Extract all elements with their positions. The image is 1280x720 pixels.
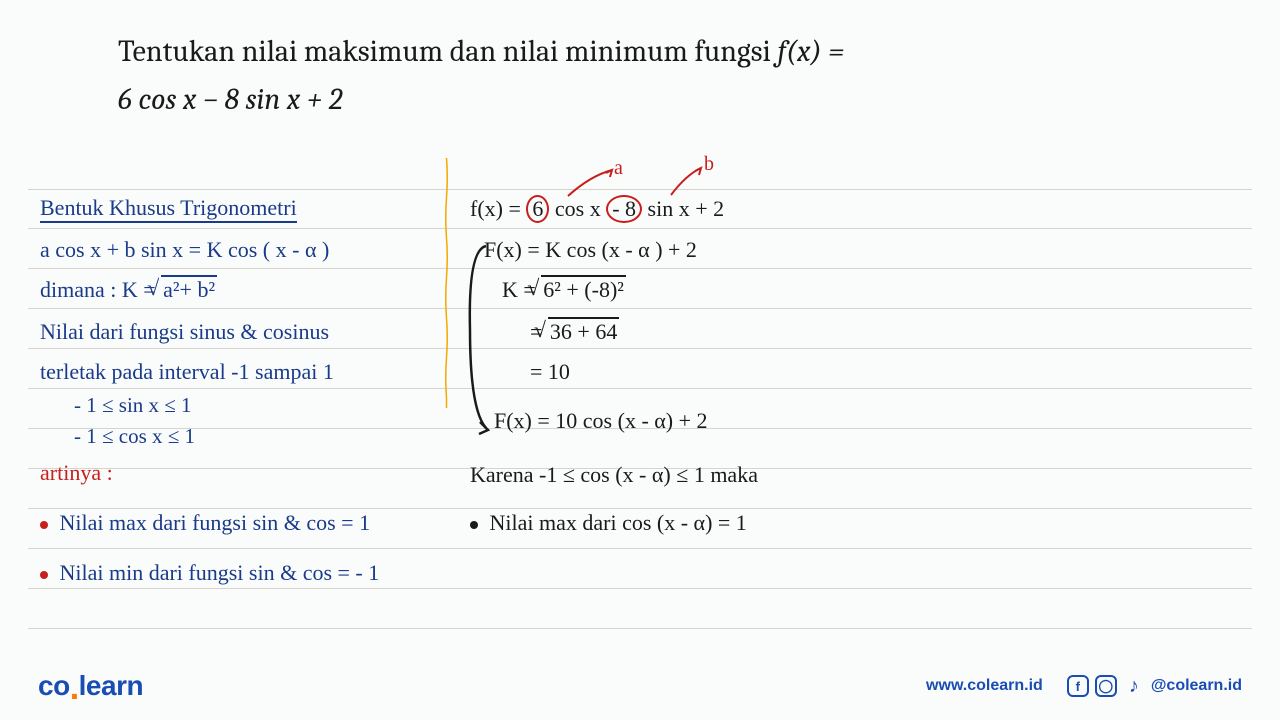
logo-learn: learn	[79, 670, 143, 701]
arrow-b	[666, 165, 726, 197]
right-karena: Karena -1 ≤ cos (x - α) ≤ 1 maka	[470, 462, 758, 488]
logo-dot: .	[70, 669, 79, 707]
footer-handle: @colearn.id	[1151, 677, 1242, 695]
left-max-text: Nilai max dari fungsi sin & cos = 1	[60, 510, 371, 535]
bullet-icon	[40, 571, 48, 579]
right-maxcos: Nilai max dari cos (x - α) = 1	[470, 510, 747, 536]
right-fx1-six: 6	[526, 195, 549, 223]
logo-co: co	[38, 670, 70, 701]
facebook-icon: f	[1067, 675, 1089, 697]
arrow-a	[560, 168, 760, 198]
right-fx1-mid: cos x	[555, 196, 606, 221]
question-line2: 6 cos x − 8 sin x + 2	[118, 82, 343, 117]
left-k-sqrt: a²+ b² √	[161, 277, 217, 302]
right-fx1-neg8: - 8	[606, 195, 642, 223]
left-dimana-label: dimana : K =	[40, 277, 161, 302]
left-cos-range: - 1 ≤ cos x ≤ 1	[74, 424, 195, 449]
left-formula: a cos x + b sin x = K cos ( x - α )	[40, 237, 329, 263]
derivation-arrow	[464, 240, 494, 440]
right-fx1-post: sin x + 2	[648, 196, 725, 221]
left-nilai: Nilai dari fungsi sinus & cosinus	[40, 319, 329, 345]
right-fx1: f(x) = 6 cos x - 8 sin x + 2	[470, 195, 724, 223]
footer-right: www.colearn.id f ◯ ♪ @colearn.id	[926, 675, 1242, 697]
right-k2: = 36 + 64 √	[530, 319, 619, 345]
tiktok-icon: ♪	[1123, 675, 1145, 697]
question-line1-pre: Tentukan nilai maksimum dan nilai minimu…	[118, 34, 777, 69]
left-title-text: Bentuk Khusus Trigonometri	[40, 195, 297, 223]
right-fx2: F(x) = K cos (x - α ) + 2	[484, 237, 697, 263]
bullet-icon	[470, 521, 478, 529]
instagram-icon: ◯	[1095, 675, 1117, 697]
brand-logo: co.learn	[38, 670, 143, 702]
left-artinya: artinya :	[40, 460, 113, 486]
left-dimana: dimana : K = a²+ b² √	[40, 277, 217, 303]
left-title: Bentuk Khusus Trigonometri	[40, 195, 297, 221]
question-fx: f(x) =	[777, 34, 844, 69]
right-k1-sqrt: 6² + (-8)² √	[541, 277, 626, 302]
left-terletak: terletak pada interval -1 sampai 1	[40, 359, 334, 385]
right-fx3: F(x) = 10 cos (x - α) + 2	[494, 408, 708, 434]
right-k2-sqrt: 36 + 64 √	[548, 319, 619, 344]
right-maxcos-text: Nilai max dari cos (x - α) = 1	[490, 510, 747, 535]
bullet-icon	[40, 521, 48, 529]
right-k1: K = 6² + (-8)² √	[502, 277, 626, 303]
left-min-line: Nilai min dari fungsi sin & cos = - 1	[40, 560, 379, 586]
right-k3: = 10	[530, 359, 570, 385]
left-sin-range: - 1 ≤ sin x ≤ 1	[74, 393, 192, 418]
question-text: Tentukan nilai maksimum dan nilai minimu…	[118, 28, 1162, 124]
footer: co.learn www.colearn.id f ◯ ♪ @colearn.i…	[38, 670, 1242, 702]
social-icons: f ◯ ♪ @colearn.id	[1067, 675, 1242, 697]
right-fx1-pre: f(x) =	[470, 196, 526, 221]
left-max-line: Nilai max dari fungsi sin & cos = 1	[40, 510, 370, 536]
vertical-divider	[445, 158, 448, 408]
footer-url: www.colearn.id	[926, 677, 1043, 695]
left-min-text: Nilai min dari fungsi sin & cos = - 1	[60, 560, 380, 585]
